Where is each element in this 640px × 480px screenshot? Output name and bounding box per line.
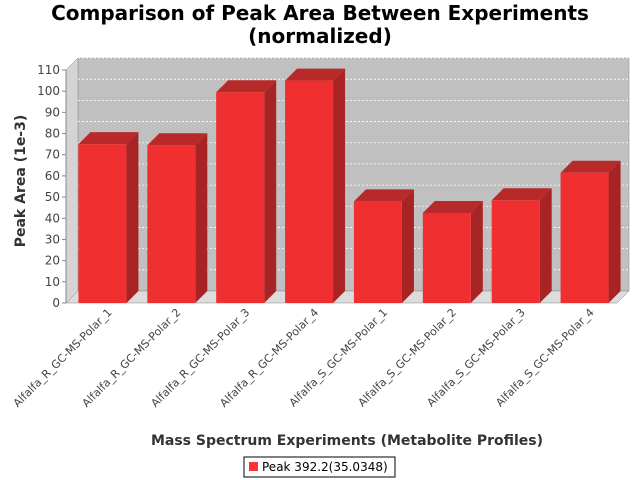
chart-title-line1: Comparison of Peak Area Between Experime… bbox=[51, 1, 589, 25]
bar bbox=[285, 68, 346, 303]
chart-title-line2: (normalized) bbox=[248, 24, 392, 48]
bar-top bbox=[422, 200, 483, 213]
y-tick-label: 70 bbox=[45, 148, 60, 162]
y-tick-label: 10 bbox=[45, 275, 60, 289]
bar-front bbox=[422, 212, 471, 303]
bar-top bbox=[78, 132, 139, 145]
bar bbox=[422, 200, 483, 303]
bar bbox=[147, 133, 208, 303]
x-axis: Alfalfa_R_GC-MS-Polar_1Alfalfa_R_GC-MS-P… bbox=[11, 306, 597, 410]
legend-entry: Peak 392.2(35.0348) bbox=[262, 460, 388, 474]
y-axis-label: Peak Area (1e-3) bbox=[13, 115, 29, 248]
bar bbox=[560, 160, 621, 303]
y-tick-label: 50 bbox=[45, 190, 60, 204]
y-tick-label: 80 bbox=[45, 127, 60, 141]
y-tick-label: 40 bbox=[45, 211, 60, 225]
bar bbox=[353, 189, 414, 303]
bar-side bbox=[539, 188, 552, 303]
bar-side bbox=[264, 80, 277, 303]
bar-front bbox=[353, 201, 402, 303]
y-tick-label: 20 bbox=[45, 254, 60, 268]
bar-top bbox=[491, 188, 552, 201]
bar bbox=[491, 188, 552, 303]
bar-side bbox=[401, 189, 414, 303]
bar-front bbox=[78, 144, 127, 303]
bar-front bbox=[285, 80, 334, 303]
legend-box bbox=[243, 456, 396, 478]
bar-side bbox=[470, 200, 483, 303]
bar-side bbox=[608, 160, 621, 303]
left-wall bbox=[65, 57, 79, 304]
bar-front bbox=[491, 200, 540, 303]
bar-top bbox=[353, 189, 414, 202]
bar-side bbox=[333, 68, 346, 303]
y-tick-label: 90 bbox=[45, 105, 60, 119]
legend: Peak 392.2(35.0348) bbox=[243, 456, 396, 478]
bar-side bbox=[195, 133, 208, 303]
y-tick-label: 60 bbox=[45, 169, 60, 183]
y-tick-label: 0 bbox=[52, 296, 60, 310]
bar bbox=[78, 132, 139, 303]
bar-top bbox=[560, 160, 621, 173]
bar-side bbox=[126, 132, 139, 303]
x-axis-label: Mass Spectrum Experiments (Metabolite Pr… bbox=[151, 433, 543, 449]
bar-top bbox=[285, 68, 346, 81]
bar-front bbox=[216, 92, 265, 303]
y-axis: 0 10 20 30 40 50 60 70 80 90 100 110 bbox=[37, 63, 67, 310]
bar bbox=[216, 80, 277, 303]
y-tick-label: 100 bbox=[37, 84, 60, 98]
y-tick-label: 110 bbox=[37, 63, 60, 77]
y-tick-label: 30 bbox=[45, 232, 60, 246]
bar-front bbox=[560, 172, 609, 303]
bar-front bbox=[147, 145, 196, 303]
bar-top bbox=[147, 133, 208, 146]
legend-swatch bbox=[249, 462, 258, 471]
bars bbox=[78, 68, 621, 303]
bar-top bbox=[216, 80, 277, 93]
